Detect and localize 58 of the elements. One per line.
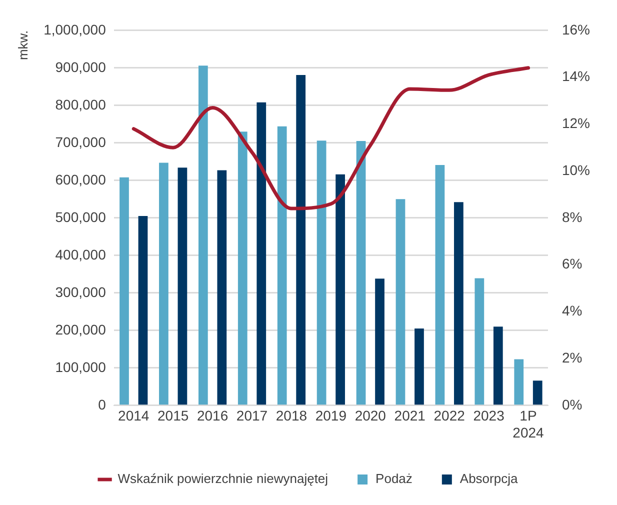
bar: [178, 168, 188, 405]
x-tick-label: 2015: [158, 408, 189, 424]
bar: [198, 66, 208, 405]
bar: [454, 202, 464, 405]
y2-tick-label: 16%: [562, 21, 590, 38]
y2-tick-label: 4%: [562, 302, 582, 319]
y2-tick-label: 10%: [562, 162, 590, 178]
y2-tick-label: 6%: [562, 256, 582, 272]
bar: [375, 278, 384, 405]
bar: [217, 170, 227, 405]
y-tick-label: 500,000: [55, 208, 106, 225]
line-series: [132, 66, 530, 210]
y-axis-title: mkw.: [15, 30, 30, 60]
bar: [277, 126, 287, 405]
y-tick-label: 400,000: [55, 246, 106, 262]
y2-tick-label: 14%: [562, 68, 590, 84]
x-tick-label: 2021: [394, 408, 426, 424]
legend-label: Wskaźnik powierzchnie niewynajętej: [118, 471, 328, 486]
x-tick-label: 2014: [118, 408, 150, 424]
x-tick-label: 2018: [276, 408, 308, 424]
x-tick-label: 2020: [354, 408, 386, 424]
x-tick-label: 2016: [196, 408, 228, 424]
y-tick-label: 800,000: [55, 96, 106, 112]
bar: [138, 216, 148, 405]
legend-label: Absorpcja: [460, 471, 518, 486]
legend-label: Podaż: [376, 471, 412, 486]
bar: [493, 326, 503, 405]
bar: [159, 162, 168, 405]
bar: [120, 177, 129, 405]
y-tick-label: 700,000: [55, 134, 106, 150]
bar: [435, 165, 445, 405]
bar: [238, 132, 248, 405]
x-tick-label: 2023: [473, 408, 505, 424]
bar: [256, 102, 266, 405]
bar: [296, 75, 306, 405]
bar: [514, 359, 524, 405]
bar: [356, 141, 366, 405]
y-tick-label: 1,000,000: [44, 21, 106, 38]
bar: [396, 199, 406, 405]
y-tick-label: 900,000: [55, 58, 106, 75]
x-tick-label: 2017: [236, 408, 268, 424]
y2-tick-label: 2%: [562, 349, 582, 366]
bar: [474, 278, 484, 405]
x-tick-label: 2019: [315, 408, 347, 424]
y-tick-label: 0: [98, 396, 106, 412]
y-tick-label: 200,000: [55, 321, 106, 338]
y2-tick-label: 8%: [562, 208, 582, 225]
y2-tick-label: 0%: [562, 396, 582, 412]
bar: [532, 380, 542, 405]
bar: [336, 174, 345, 405]
x-tick-label: 2022: [434, 408, 466, 424]
y-tick-label: 300,000: [55, 284, 106, 300]
bar: [414, 328, 424, 405]
bar: [316, 140, 326, 405]
y-tick-label: 100,000: [55, 358, 106, 375]
y-tick-label: 600,000: [55, 171, 106, 188]
x-tick-label: 1P 2024: [512, 408, 544, 440]
y2-tick-label: 12%: [562, 115, 590, 132]
